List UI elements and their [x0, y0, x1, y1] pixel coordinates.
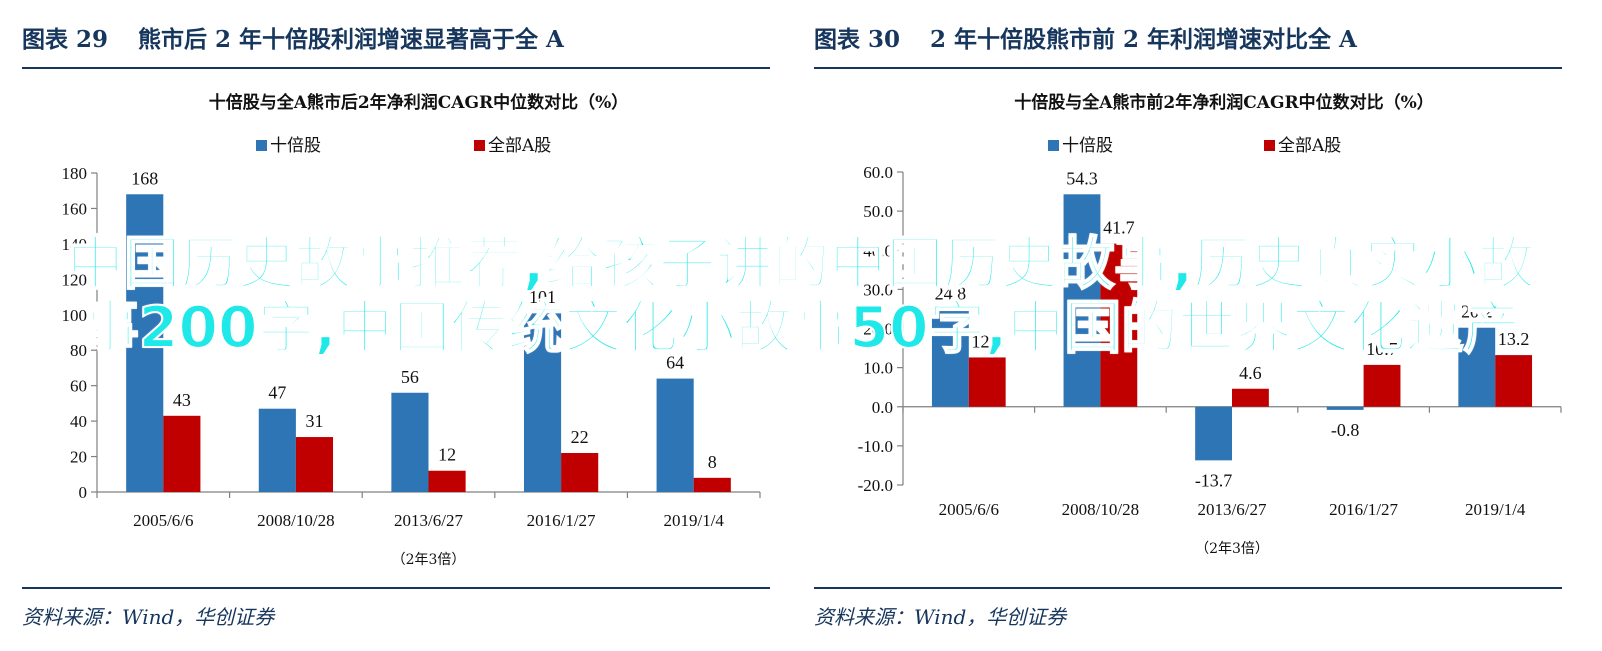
source-note: 资料来源：Wind，华创证券 [22, 605, 275, 629]
y-tick-label: -10.0 [858, 437, 893, 456]
data-label: 47 [268, 383, 286, 403]
axis-note: （2年3倍） [1195, 541, 1269, 557]
data-label: 24.8 [935, 284, 967, 304]
y-tick-label: 40 [70, 412, 87, 431]
data-label: 41.7 [1103, 218, 1135, 238]
bar [1363, 364, 1401, 407]
y-tick-label: 20 [70, 448, 87, 467]
y-tick-label: 60 [70, 377, 87, 396]
y-tick-label: 10.0 [863, 359, 893, 378]
data-label: 64 [666, 353, 684, 373]
bar [523, 313, 562, 492]
bar [258, 408, 296, 492]
bar [163, 415, 201, 492]
bar [561, 453, 599, 492]
data-label: 43 [173, 390, 191, 410]
y-tick-label: 120 [62, 270, 88, 289]
x-tick-label: 2008/10/28 [257, 511, 334, 530]
y-tick-label: 0 [79, 483, 88, 502]
bar [391, 392, 429, 492]
figure-heading: 图表 30 2 年十倍股熊市前 2 年利润增速对比全 A [814, 20, 1357, 54]
x-tick-label: 2013/6/27 [1198, 500, 1267, 519]
data-label: 12 [438, 445, 456, 465]
bar [693, 477, 731, 492]
bar [428, 470, 466, 492]
bar [968, 357, 1006, 407]
data-label: 168 [131, 168, 158, 188]
bar [1100, 243, 1138, 407]
data-label: -0.8 [1331, 420, 1360, 440]
data-label: 101 [529, 287, 556, 307]
data-label: -13.7 [1195, 470, 1233, 490]
x-tick-label: 2013/6/27 [394, 511, 463, 530]
bar [1195, 406, 1232, 461]
bar [1063, 194, 1101, 407]
legend-label: 十倍股 [270, 136, 321, 156]
axis-note: （2年3倍） [392, 552, 466, 568]
figure-heading-text: 熊市后 2 年十倍股利润增速显著高于全 A [138, 26, 564, 53]
y-tick-label: 0.0 [872, 398, 893, 417]
x-tick-label: 2005/6/6 [939, 500, 999, 519]
data-label: 10.7 [1366, 339, 1398, 359]
data-label: 22 [571, 427, 589, 447]
bar [1458, 327, 1496, 407]
figure-number: 图表 29 [22, 26, 109, 53]
data-label: 8 [708, 452, 717, 472]
x-tick-label: 2008/10/28 [1062, 500, 1139, 519]
bottom-rule [22, 587, 770, 589]
legend-swatch [256, 140, 267, 151]
y-tick-label: 80 [70, 341, 87, 360]
bar [931, 309, 969, 407]
top-rule [814, 67, 1562, 69]
chart-title: 十倍股与全A熊市后2年净利润CAGR中位数对比（%） [209, 92, 629, 113]
figure-heading-text: 2 年十倍股熊市前 2 年利润增速对比全 A [930, 26, 1357, 53]
y-tick-label: 40.0 [863, 241, 893, 260]
source-note: 资料来源：Wind，华创证券 [814, 605, 1067, 629]
legend-label: 十倍股 [1062, 136, 1113, 156]
legend-label: 全部A股 [488, 136, 551, 156]
bottom-rule [814, 587, 1562, 589]
y-tick-label: 60.0 [863, 163, 893, 182]
bar [656, 378, 694, 492]
y-tick-label: 30.0 [863, 280, 893, 299]
y-tick-label: -20.0 [858, 476, 893, 495]
data-label: 56 [401, 367, 419, 387]
x-tick-label: 2019/1/4 [1465, 500, 1526, 519]
y-tick-label: 50.0 [863, 202, 893, 221]
data-label: 20.2 [1461, 302, 1493, 322]
top-rule [22, 67, 770, 69]
x-tick-label: 2016/1/27 [1329, 500, 1398, 519]
data-label: 31 [305, 411, 323, 431]
x-tick-label: 2019/1/4 [663, 511, 724, 530]
y-tick-label: 180 [62, 164, 88, 183]
data-label: 13.2 [1498, 329, 1530, 349]
bar [1495, 355, 1533, 407]
figure-heading: 图表 29 熊市后 2 年十倍股利润增速显著高于全 A [22, 20, 564, 54]
legend-swatch [1048, 140, 1059, 151]
data-label: 12.6 [971, 331, 1003, 351]
figure-number: 图表 30 [814, 26, 901, 53]
y-tick-label: 100 [62, 306, 88, 325]
figure-29-panel: 图表 29 熊市后 2 年十倍股利润增速显著高于全 A 十倍股与全A熊市后2年净利… [0, 0, 790, 651]
x-tick-label: 2005/6/6 [133, 511, 193, 530]
bar [1232, 388, 1269, 407]
data-label: 54.3 [1066, 168, 1098, 188]
bar [295, 437, 334, 492]
bar-chart: 十倍股与全A熊市后2年净利润CAGR中位数对比（%） 十倍股 全部A股 0 20 40 60… [62, 92, 761, 568]
legend-label: 全部A股 [1278, 136, 1341, 156]
bar [126, 194, 164, 492]
bar [1326, 406, 1364, 410]
y-tick-label: 160 [62, 199, 88, 218]
data-label: 4.6 [1239, 363, 1262, 383]
y-tick-label: 20.0 [863, 320, 893, 339]
bar-chart: 十倍股与全A熊市前2年净利润CAGR中位数对比（%） 十倍股 全部A股 -20.0 -1… [858, 92, 1562, 557]
legend-swatch [474, 140, 485, 151]
chart-title: 十倍股与全A熊市前2年净利润CAGR中位数对比（%） [1014, 92, 1434, 113]
y-tick-label: 140 [62, 235, 88, 254]
x-tick-label: 2016/1/27 [527, 511, 596, 530]
legend-swatch [1264, 140, 1275, 151]
figure-30-panel: 图表 30 2 年十倍股熊市前 2 年利润增速对比全 A 十倍股与全A熊市前2年净… [814, 0, 1602, 651]
